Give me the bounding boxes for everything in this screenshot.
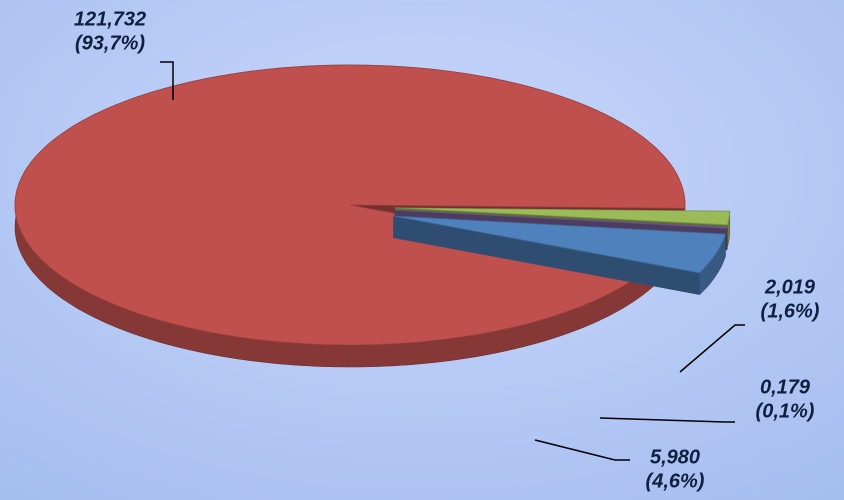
percent-label: (1,6%) [761,300,820,322]
leader-line [160,61,174,100]
value-label: 2,019 [764,276,816,298]
pie [14,64,731,368]
leader-line [679,324,745,373]
percent-label: (93,7%) [75,32,145,54]
slice-top [394,207,731,226]
slice [393,215,727,296]
value-label: 121,732 [74,8,146,30]
slice-top [14,64,686,346]
percent-label: (4,6%) [646,470,705,492]
slice-top [393,215,727,274]
slice-top [394,209,728,229]
value-label: 5,980 [650,446,700,468]
percent-label: (0,1%) [756,400,815,422]
value-label: 0,179 [760,376,811,398]
leader-line [534,439,630,461]
leader-line [599,417,735,423]
slice-side [393,216,700,295]
labels: 121,732(93,7%) 2,019(1,6%) 0,179(0,1%) 5,98… [74,8,820,492]
